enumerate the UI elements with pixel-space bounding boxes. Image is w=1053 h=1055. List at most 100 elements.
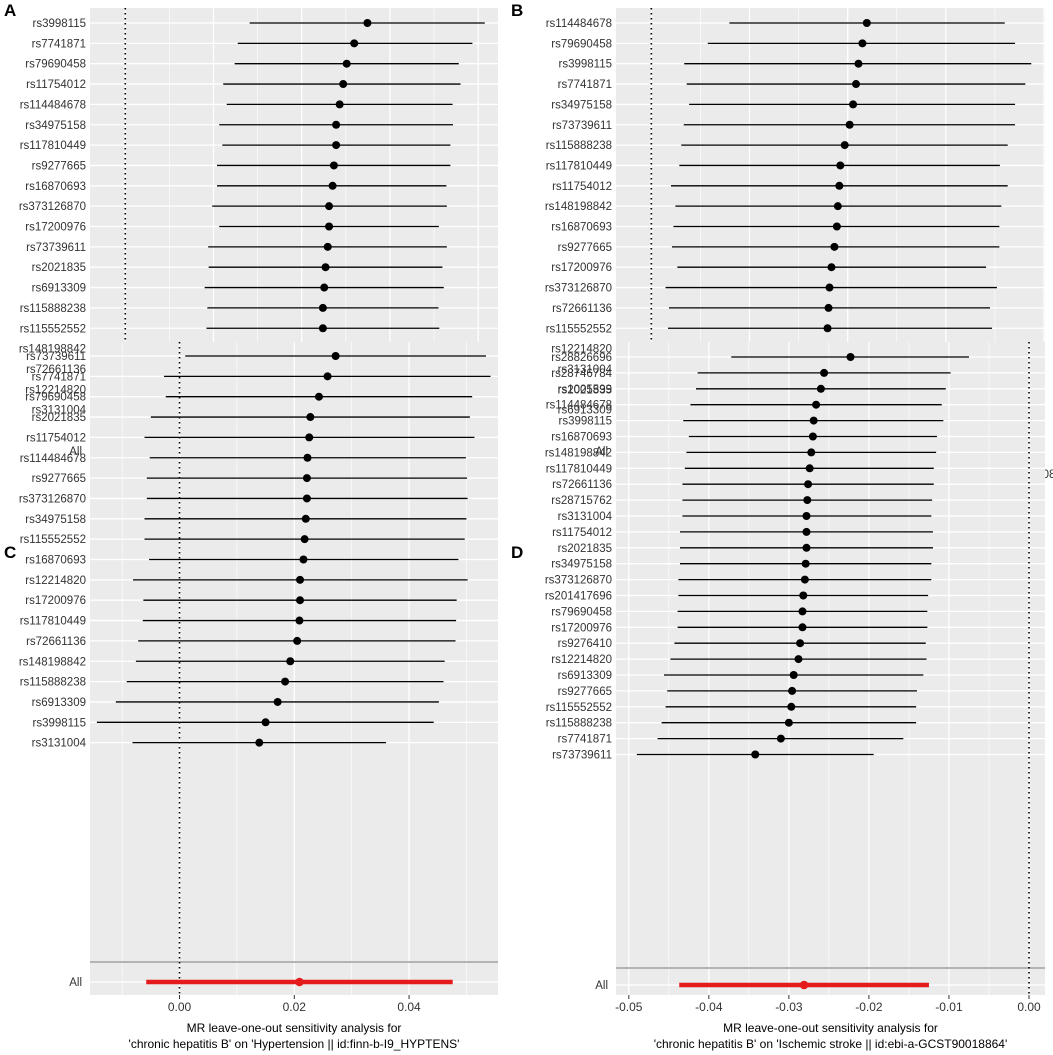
- point-estimate: [302, 494, 311, 503]
- point-estimate: [789, 671, 798, 679]
- snp-label: rs34975158: [25, 120, 86, 132]
- snp-label: rs6913309: [558, 670, 612, 682]
- overall-point-estimate: [295, 977, 304, 987]
- snp-label: rs34975158: [25, 514, 86, 526]
- snp-label: rs3998115: [33, 18, 87, 30]
- panel-d: rs28826696 rs28746784 rs1005599 rs114484678…: [511, 342, 1045, 1051]
- point-estimate: [803, 496, 812, 505]
- x-tick-label: -0.02: [855, 1000, 883, 1014]
- snp-label: rs3998115: [33, 717, 87, 729]
- snp-label: rs3131004: [32, 405, 87, 417]
- x-tick-label: 0.00: [168, 1000, 192, 1014]
- point-estimate: [323, 242, 332, 251]
- point-estimate: [799, 591, 808, 600]
- snp-label: rs73739611: [26, 242, 86, 254]
- point-estimate: [802, 543, 811, 552]
- panel-title-line2: 'chronic hepatitis B' on 'Ischemic strok…: [654, 1037, 1008, 1051]
- point-estimate: [332, 141, 341, 150]
- snp-label: rs115552552: [546, 323, 612, 335]
- panel-letter: A: [4, 1, 16, 20]
- snp-label: rs2021835: [32, 262, 86, 274]
- point-estimate: [339, 80, 348, 89]
- snp-label: rs1005599: [558, 384, 612, 396]
- snp-label: rs72661136: [26, 364, 86, 376]
- snp-label: rs17200976: [25, 222, 86, 234]
- snp-label: rs115888238: [546, 718, 612, 730]
- point-estimate: [805, 464, 814, 473]
- point-estimate: [823, 324, 832, 333]
- panel-letter: C: [4, 543, 16, 562]
- point-estimate: [320, 283, 329, 292]
- snp-label: rs373126870: [19, 201, 86, 213]
- point-estimate: [784, 718, 793, 727]
- overall-point-estimate: [799, 980, 809, 990]
- point-estimate: [314, 392, 323, 401]
- snp-label: rs114484678: [20, 99, 86, 111]
- point-estimate: [335, 100, 344, 109]
- snp-label: rs3131004: [32, 738, 87, 750]
- point-estimate: [328, 181, 337, 190]
- snp-label: rs11754012: [552, 181, 612, 193]
- point-estimate: [858, 39, 867, 48]
- point-estimate: [273, 697, 282, 706]
- point-estimate: [350, 39, 359, 48]
- snp-label: rs148198842: [545, 201, 612, 213]
- point-estimate: [802, 512, 811, 520]
- overall-label: All: [595, 446, 608, 458]
- snp-label: rs12214820: [25, 575, 86, 587]
- point-estimate: [305, 433, 314, 442]
- point-estimate: [820, 368, 829, 377]
- point-estimate: [827, 263, 836, 272]
- point-estimate: [306, 413, 315, 422]
- snp-label: rs201417696: [545, 591, 612, 603]
- point-estimate: [293, 636, 302, 645]
- point-estimate: [800, 575, 809, 584]
- panel-title-line1: MR leave-one-out sensitivity analysis fo…: [187, 1021, 402, 1035]
- point-estimate: [363, 19, 372, 27]
- panel-title-line2: 'chronic hepatitis B' on 'Hypertension |…: [129, 1037, 460, 1051]
- point-estimate: [296, 596, 305, 605]
- snp-label: rs16870693: [551, 432, 612, 444]
- point-estimate: [281, 677, 290, 686]
- point-estimate: [776, 734, 785, 743]
- point-estimate: [318, 303, 327, 312]
- snp-label: rs117810449: [20, 616, 86, 628]
- x-tick-label: -0.04: [695, 1000, 723, 1014]
- point-estimate: [300, 535, 309, 544]
- point-estimate: [798, 623, 807, 632]
- point-estimate: [809, 416, 818, 425]
- snp-label: rs9276410: [558, 638, 612, 650]
- point-estimate: [804, 480, 813, 489]
- point-estimate: [862, 19, 871, 27]
- point-estimate: [286, 657, 295, 666]
- snp-label: rs16870693: [25, 555, 86, 567]
- snp-label: rs6913309: [32, 283, 86, 295]
- snp-label: rs72661136: [552, 479, 612, 491]
- snp-label: rs9277665: [558, 686, 612, 698]
- snp-label: rs6913309: [32, 697, 86, 709]
- snp-label: rs115552552: [20, 323, 86, 335]
- point-estimate: [807, 448, 816, 457]
- snp-label: rs11754012: [552, 527, 612, 539]
- plot-background: [616, 342, 1045, 995]
- point-estimate: [801, 559, 810, 568]
- point-estimate: [296, 575, 305, 584]
- snp-label: rs7741871: [32, 371, 86, 383]
- snp-label: rs115888238: [20, 677, 86, 689]
- point-estimate: [794, 655, 803, 664]
- panel-letter: B: [511, 1, 523, 20]
- snp-label: rs2021835: [32, 412, 86, 424]
- point-estimate: [261, 718, 270, 727]
- snp-label: rs7741871: [558, 79, 612, 91]
- snp-label: rs12214820: [25, 384, 86, 396]
- snp-label: rs3131004: [558, 511, 613, 523]
- snp-label: rs117810449: [546, 463, 612, 475]
- panel-c: rs73739611rs7741871rs79690458rs2021835rs…: [4, 342, 498, 1051]
- point-estimate: [331, 352, 340, 360]
- x-tick-label: -0.03: [775, 1000, 803, 1014]
- snp-label: rs17200976: [25, 595, 86, 607]
- snp-label: rs115888238: [20, 303, 86, 315]
- point-estimate: [808, 432, 817, 441]
- snp-label: rs114484678: [546, 400, 612, 412]
- panel-title-line1: MR leave-one-out sensitivity analysis fo…: [723, 1021, 938, 1035]
